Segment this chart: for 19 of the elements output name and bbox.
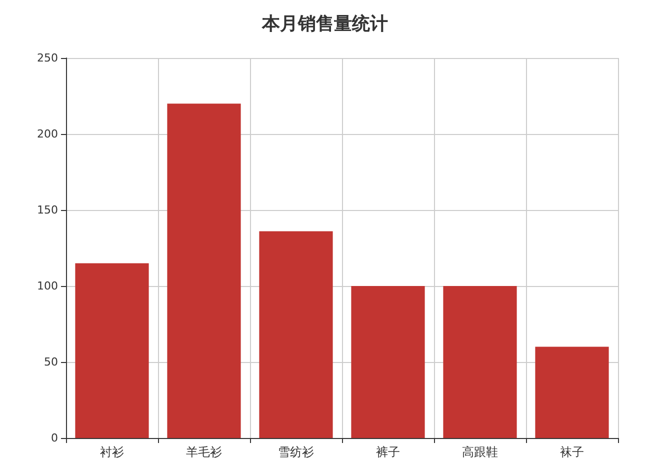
x-tick-label: 雪纺衫	[278, 445, 314, 459]
bar	[443, 286, 517, 438]
x-tick-label: 裤子	[376, 445, 400, 459]
x-tick-label: 衬衫	[100, 445, 124, 459]
bar	[535, 346, 609, 438]
bar	[351, 286, 425, 438]
chart-title: 本月销售量统计	[261, 14, 388, 34]
x-tick-label: 羊毛衫	[186, 445, 222, 459]
y-tick-label: 100	[37, 280, 58, 292]
x-tick-label: 高跟鞋	[462, 445, 498, 459]
y-tick-label: 0	[51, 432, 58, 444]
y-tick-label: 250	[37, 52, 58, 64]
x-tick-label: 袜子	[560, 445, 584, 459]
y-tick-label: 200	[37, 128, 58, 140]
y-tick-label: 150	[37, 204, 58, 216]
bar	[75, 263, 149, 438]
bar	[167, 104, 241, 438]
bar	[259, 231, 333, 438]
y-tick-label: 50	[44, 356, 58, 368]
